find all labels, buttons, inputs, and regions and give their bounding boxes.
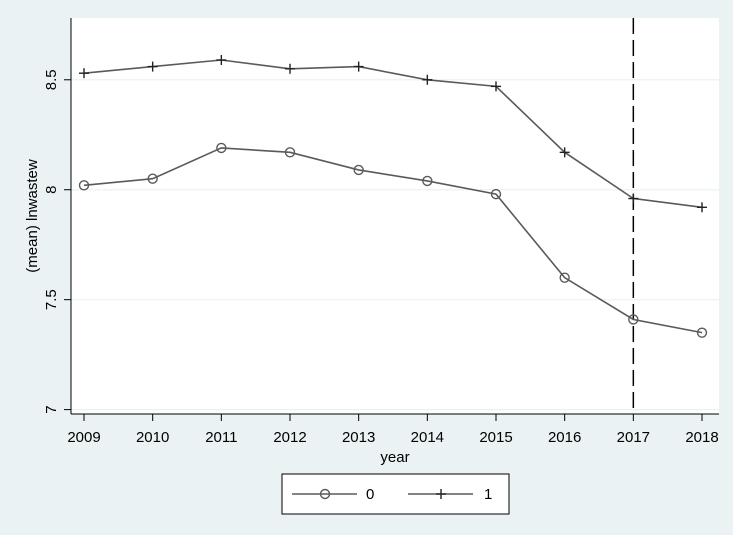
data-point	[78, 180, 90, 191]
series-line	[83, 147, 703, 334]
series-1	[79, 54, 707, 213]
data-point	[319, 488, 331, 500]
x-tick-label: 2018	[685, 429, 718, 446]
data-point	[422, 175, 433, 187]
data-point	[79, 68, 89, 79]
x-tick-label: 2016	[548, 429, 581, 446]
legend-entry-0: 0	[292, 486, 374, 503]
data-point	[147, 61, 158, 72]
data-point	[490, 188, 502, 200]
plot-area	[71, 18, 719, 414]
x-tick-label: 2012	[273, 429, 306, 446]
x-tick-label: 2009	[67, 429, 100, 446]
data-point	[696, 327, 708, 338]
x-tick-label: 2013	[342, 429, 375, 446]
data-point	[353, 164, 364, 176]
y-tick-label: 8	[43, 186, 60, 194]
data-point	[559, 272, 570, 283]
x-tick-label: 2015	[479, 429, 512, 446]
series-0	[78, 142, 708, 338]
series	[78, 54, 708, 338]
x-tick-label: 2014	[411, 429, 444, 446]
data-point	[422, 74, 433, 85]
data-point	[147, 173, 158, 184]
data-point	[353, 61, 364, 72]
legend-label: 0	[366, 486, 374, 503]
data-point	[216, 142, 227, 154]
data-point	[436, 489, 446, 499]
grid-lines	[71, 79, 719, 411]
x-ticks: 2009 2010 2011 2012 2013 2014 2015 2016 2017 2018	[67, 414, 719, 446]
x-tick-label: 2017	[617, 429, 650, 446]
x-tick-label: 2010	[136, 429, 169, 446]
series-line	[83, 59, 703, 209]
y-tick-label: 8.5	[43, 69, 60, 90]
data-point	[559, 147, 570, 158]
x-axis-title: year	[380, 449, 409, 466]
data-point	[628, 314, 639, 325]
y-axis-title: (mean) lnwastew	[24, 159, 41, 273]
data-point	[697, 202, 707, 213]
data-point	[284, 147, 296, 158]
y-tick-label: 7.5	[43, 289, 60, 310]
data-point	[285, 63, 295, 74]
x-tick-label: 2011	[205, 429, 237, 446]
y-tick-label: 7	[43, 405, 60, 413]
legend-entry-1: 1	[408, 486, 492, 503]
y-ticks: 7 7.5 8 8.5	[43, 69, 71, 414]
data-point	[628, 193, 639, 204]
data-point	[216, 54, 227, 65]
legend-label: 1	[484, 486, 492, 503]
data-point	[491, 81, 501, 92]
